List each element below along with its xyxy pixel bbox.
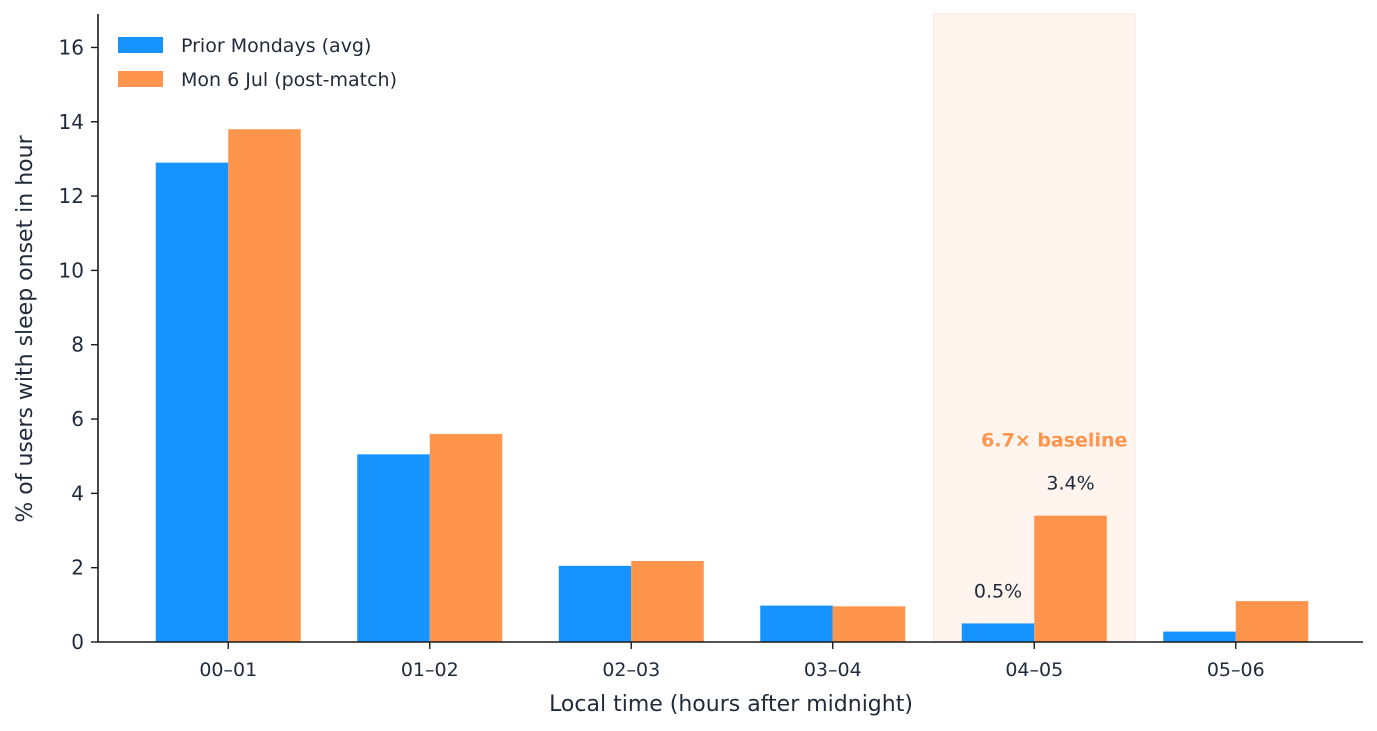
legend-swatch xyxy=(118,71,163,87)
y-tick-label: 12 xyxy=(59,184,84,208)
bar-prior-mondays-01–02 xyxy=(357,454,430,642)
data-label: 0.5% xyxy=(974,580,1022,602)
x-tick-label: 05–06 xyxy=(1207,659,1265,681)
y-tick-label: 0 xyxy=(71,630,84,654)
bar-mon-6-jul-04–05 xyxy=(1034,515,1107,642)
bar-prior-mondays-04–05 xyxy=(961,623,1035,642)
legend-label: Mon 6 Jul (post-match) xyxy=(181,69,397,91)
x-tick-label: 00–01 xyxy=(199,659,257,681)
bar-prior-mondays-03–04 xyxy=(760,605,833,642)
y-tick-label: 16 xyxy=(59,35,84,59)
y-tick-label: 14 xyxy=(59,110,84,134)
y-tick-label: 2 xyxy=(71,556,84,580)
x-tick-label: 01–02 xyxy=(401,659,459,681)
bar-prior-mondays-05–06 xyxy=(1163,631,1236,642)
baseline-annotation: 6.7× baseline xyxy=(981,429,1127,451)
y-axis-label: % of users with sleep onset in hour xyxy=(13,134,38,522)
bars-layer xyxy=(155,129,1309,643)
bar-mon-6-jul-00–01 xyxy=(228,129,301,643)
bar-mon-6-jul-02–03 xyxy=(631,560,704,642)
bar-mon-6-jul-01–02 xyxy=(429,433,503,642)
x-axis-label: Local time (hours after midnight) xyxy=(549,692,913,717)
legend: Prior Mondays (avg) Mon 6 Jul (post-match… xyxy=(118,35,397,91)
bar-prior-mondays-02–03 xyxy=(558,565,632,642)
bar-mon-6-jul-03–04 xyxy=(832,606,906,642)
y-tick-label: 8 xyxy=(71,333,84,357)
y-tick-label: 6 xyxy=(71,407,84,431)
legend-swatch xyxy=(118,37,163,53)
labels-layer: 0.5% 3.4% 6.7× baseline xyxy=(974,429,1128,602)
bar-mon-6-jul-05–06 xyxy=(1235,601,1309,642)
x-tick-label: 02–03 xyxy=(602,659,660,681)
bar-prior-mondays-00–01 xyxy=(155,162,229,643)
data-label: 3.4% xyxy=(1046,473,1094,495)
x-tick-label: 03–04 xyxy=(804,659,862,681)
x-tick-label: 04–05 xyxy=(1005,659,1063,681)
y-tick-label: 10 xyxy=(59,258,84,282)
axes-layer: 0 2 4 6 8 10 12 14 16 00–01 01–02 02–03 03–04 04–05 05… xyxy=(59,14,1363,681)
legend-label: Prior Mondays (avg) xyxy=(181,35,371,57)
y-tick-label: 4 xyxy=(71,481,84,505)
